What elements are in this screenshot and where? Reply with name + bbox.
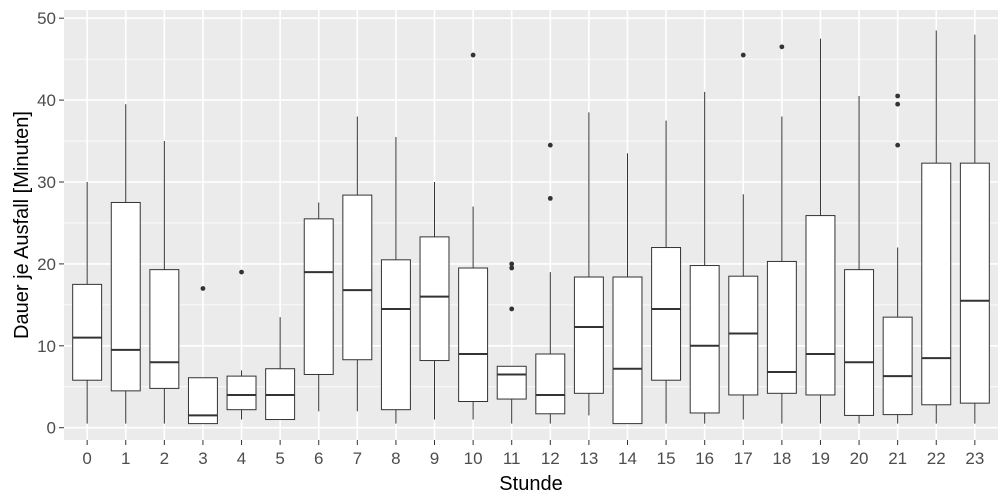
x-tick-label: 12 bbox=[541, 449, 560, 468]
x-axis: 0 1 2 3 4 5 6 7 8 9 10 11 12 13 14 15 16 17 18 19 20 21 22 23 bbox=[82, 440, 984, 468]
box-hour-23 bbox=[959, 34, 990, 424]
box-iqr bbox=[535, 353, 566, 415]
y-tick-label: 40 bbox=[37, 91, 56, 110]
x-tick-label: 13 bbox=[579, 449, 598, 468]
grid-minor bbox=[64, 58, 998, 388]
outlier-point bbox=[895, 101, 901, 107]
x-tick-label: 5 bbox=[275, 449, 284, 468]
x-tick-label: 3 bbox=[198, 449, 207, 468]
plot-panel bbox=[64, 10, 998, 440]
x-tick-label: 0 bbox=[82, 449, 91, 468]
x-tick-label: 20 bbox=[850, 449, 869, 468]
box-hour-16 bbox=[689, 91, 720, 424]
box-hour-14 bbox=[612, 153, 643, 425]
y-tick-label: 50 bbox=[37, 9, 56, 28]
box-hour-17 bbox=[728, 52, 759, 420]
box-hour-9 bbox=[419, 182, 450, 420]
y-tick-label: 30 bbox=[37, 173, 56, 192]
box-iqr bbox=[882, 316, 913, 416]
x-tick-label: 4 bbox=[237, 449, 246, 468]
outlier-point bbox=[779, 44, 785, 50]
box-iqr bbox=[496, 365, 527, 400]
outlier-point bbox=[239, 269, 244, 275]
outlier-point bbox=[200, 286, 206, 291]
box-iqr bbox=[110, 201, 141, 392]
box-hour-22 bbox=[921, 30, 952, 424]
box-hour-2 bbox=[149, 141, 180, 424]
outlier-point bbox=[895, 142, 901, 148]
box-hour-13 bbox=[573, 112, 604, 416]
x-tick-label: 14 bbox=[618, 449, 637, 468]
x-tick-label: 9 bbox=[430, 449, 439, 468]
box-iqr bbox=[187, 377, 218, 425]
y-tick-label: 20 bbox=[37, 255, 56, 274]
y-tick-label: 0 bbox=[47, 419, 56, 438]
outlier-point bbox=[509, 261, 515, 267]
box-hour-4 bbox=[226, 269, 257, 420]
outlier-point bbox=[895, 93, 901, 99]
x-tick-label: 1 bbox=[121, 449, 130, 468]
box-hour-7 bbox=[342, 116, 373, 412]
outlier-point bbox=[509, 265, 515, 271]
box-iqr bbox=[573, 276, 604, 394]
box-hour-10 bbox=[458, 52, 489, 420]
x-tick-label: 10 bbox=[464, 449, 483, 468]
x-tick-label: 11 bbox=[503, 449, 521, 468]
x-tick-label: 8 bbox=[391, 449, 400, 468]
x-tick-label: 21 bbox=[888, 449, 907, 468]
box-hour-6 bbox=[303, 202, 334, 412]
x-tick-label: 16 bbox=[695, 449, 714, 468]
box-iqr bbox=[959, 162, 990, 404]
box-iqr bbox=[458, 267, 489, 403]
x-tick-label: 19 bbox=[811, 449, 830, 468]
box-iqr bbox=[921, 162, 952, 406]
box-hour-12 bbox=[535, 142, 566, 424]
x-tick-label: 23 bbox=[965, 449, 984, 468]
box-hour-15 bbox=[651, 120, 682, 424]
box-hour-11 bbox=[496, 261, 527, 424]
outlier-point bbox=[509, 306, 515, 312]
box-iqr bbox=[766, 260, 797, 394]
box-iqr bbox=[303, 218, 334, 375]
box-iqr bbox=[419, 236, 450, 362]
x-tick-label: 6 bbox=[314, 449, 323, 468]
box-iqr bbox=[149, 269, 180, 389]
box-iqr bbox=[805, 215, 836, 396]
box-hour-19 bbox=[805, 38, 836, 424]
x-tick-label: 17 bbox=[734, 449, 753, 468]
x-tick-label: 18 bbox=[772, 449, 791, 468]
box-hour-3 bbox=[187, 286, 218, 425]
x-tick-label: 2 bbox=[160, 449, 169, 468]
box-iqr bbox=[342, 194, 373, 361]
y-tick-label: 10 bbox=[37, 337, 56, 356]
box-hour-5 bbox=[265, 317, 296, 421]
y-axis: 0 10 20 30 40 50 bbox=[37, 9, 64, 438]
outlier-point bbox=[740, 52, 746, 58]
outlier-point bbox=[470, 52, 476, 58]
x-tick-label: 22 bbox=[927, 449, 946, 468]
box-iqr bbox=[728, 275, 759, 396]
x-axis-title: Stunde bbox=[499, 473, 562, 495]
box-iqr bbox=[612, 276, 643, 425]
box-hour-1 bbox=[110, 104, 141, 424]
box-iqr bbox=[226, 375, 257, 411]
box-hour-21 bbox=[882, 93, 913, 424]
outlier-point bbox=[547, 142, 553, 148]
box-hour-20 bbox=[844, 96, 875, 424]
box-iqr bbox=[380, 259, 411, 411]
boxes bbox=[72, 30, 990, 425]
x-tick-label: 7 bbox=[353, 449, 362, 468]
box-iqr bbox=[651, 247, 682, 381]
box-iqr bbox=[844, 269, 875, 416]
box-hour-8 bbox=[380, 136, 411, 424]
y-axis-title: Dauer je Ausfall [Minuten] bbox=[11, 111, 33, 339]
x-tick-label: 15 bbox=[657, 449, 676, 468]
box-hour-0 bbox=[72, 182, 103, 424]
box-iqr bbox=[72, 283, 103, 381]
outlier-point bbox=[547, 195, 553, 201]
box-iqr bbox=[689, 265, 720, 414]
box-hour-18 bbox=[766, 44, 797, 424]
